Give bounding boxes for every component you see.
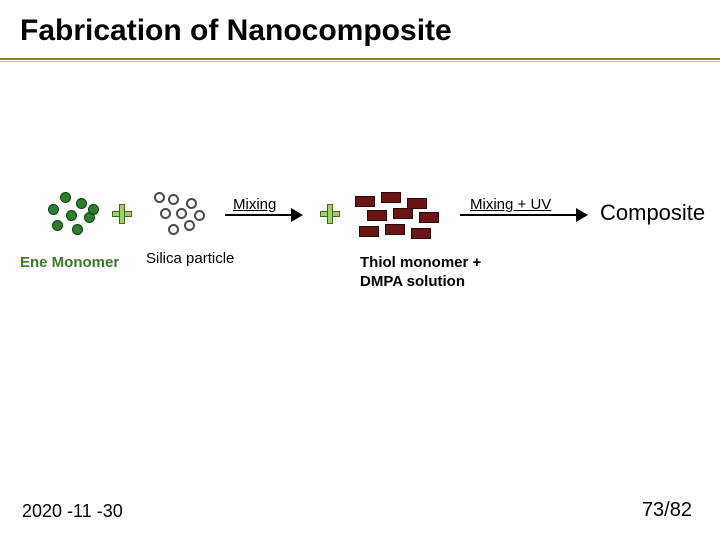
ene-particle bbox=[52, 220, 63, 231]
thiol-particle bbox=[411, 228, 431, 239]
ene-particle bbox=[76, 198, 87, 209]
composite-label: Composite bbox=[600, 200, 705, 226]
ene-particle bbox=[60, 192, 71, 203]
ene-particle bbox=[48, 204, 59, 215]
silica-particle bbox=[184, 220, 195, 231]
thiol-particle bbox=[355, 196, 375, 207]
ene-particle bbox=[72, 224, 83, 235]
thiol-particle bbox=[359, 226, 379, 237]
silica-particle bbox=[154, 192, 165, 203]
thiol-monomer-label: Thiol monomer +DMPA solution bbox=[360, 254, 481, 292]
mixing-uv-arrow: Mixing + UV bbox=[460, 200, 590, 220]
silica-particle-label: Silica particle bbox=[146, 250, 234, 267]
mixing-uv-arrow-label: Mixing + UV bbox=[470, 196, 551, 213]
silica-particle bbox=[168, 194, 179, 205]
footer-page-number: 73/82 bbox=[642, 499, 692, 522]
thiol-particle bbox=[381, 192, 401, 203]
silica-particle bbox=[168, 224, 179, 235]
ene-particle bbox=[66, 210, 77, 221]
page-title: Fabrication of Nanocomposite bbox=[20, 14, 452, 48]
thiol-particle bbox=[419, 212, 439, 223]
silica-particle bbox=[176, 208, 187, 219]
mixing-arrow-label: Mixing bbox=[233, 196, 276, 213]
silica-particle bbox=[186, 198, 197, 209]
diagram-stage: Mixing Mixing + UV Composite Ene Monomer… bbox=[0, 190, 720, 350]
plus-icon bbox=[112, 204, 132, 224]
thiol-monomer-label-line: DMPA solution bbox=[360, 273, 481, 292]
silica-particle bbox=[194, 210, 205, 221]
ene-particle bbox=[88, 204, 99, 215]
ene-monomer-label: Ene Monomer bbox=[20, 254, 119, 271]
plus-icon bbox=[320, 204, 340, 224]
silica-particle bbox=[160, 208, 171, 219]
thiol-particle bbox=[367, 210, 387, 221]
thiol-particle bbox=[385, 224, 405, 235]
footer-date: 2020 -11 -30 bbox=[22, 501, 123, 522]
thiol-particle bbox=[393, 208, 413, 219]
mixing-arrow: Mixing bbox=[225, 200, 305, 220]
thiol-monomer-label-line: Thiol monomer + bbox=[360, 254, 481, 273]
